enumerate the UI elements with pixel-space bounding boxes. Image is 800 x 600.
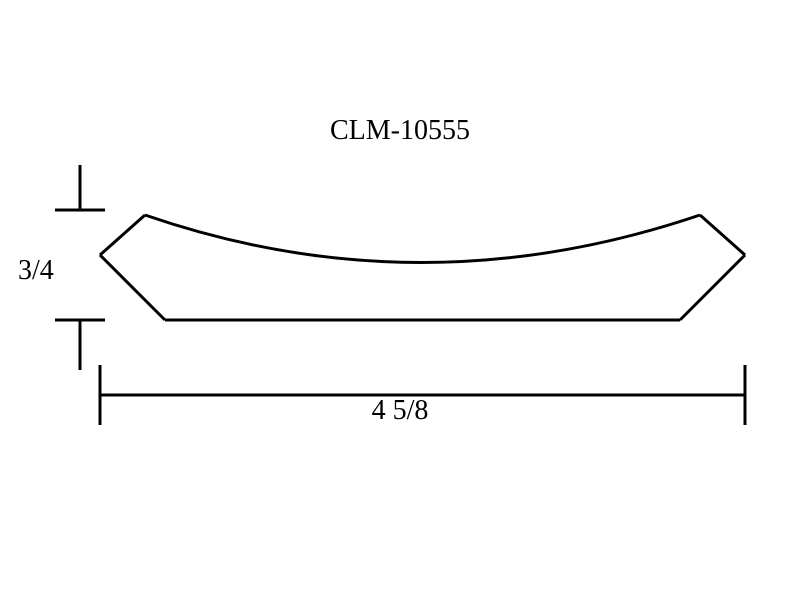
profile-shape: [100, 215, 745, 320]
height-dimension-marker: [55, 165, 105, 370]
diagram-container: CLM-10555 3/4 4 5/8: [0, 0, 800, 600]
technical-drawing: [0, 0, 800, 600]
width-dimension-marker: [100, 365, 745, 425]
